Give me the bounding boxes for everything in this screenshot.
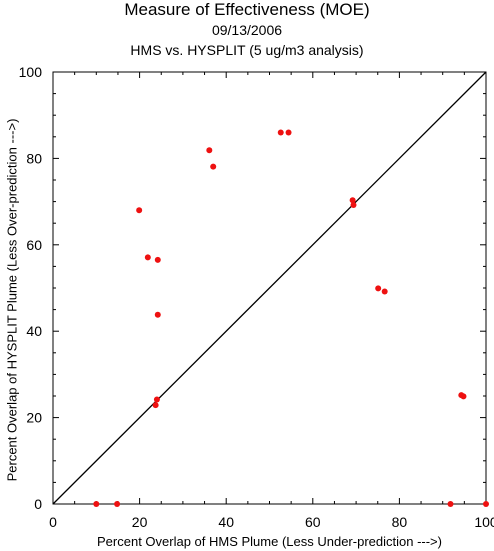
data-point [154, 311, 161, 318]
y-tick-label: 20 [26, 410, 42, 426]
x-tick-label: 80 [392, 514, 408, 530]
chart-title: Measure of Effectiveness (MOE) [124, 0, 370, 19]
x-tick-label: 0 [49, 514, 57, 530]
data-point [349, 197, 356, 204]
chart-date: 09/13/2006 [211, 22, 283, 38]
axis-ticks: 0 20 40 60 80 100 0 20 40 60 80 100 [19, 64, 494, 530]
data-point [114, 501, 121, 507]
data-point [483, 501, 489, 507]
y-tick-label: 40 [26, 323, 42, 339]
data-point [154, 256, 161, 263]
data-point [152, 402, 159, 409]
data-point [153, 396, 160, 403]
data-point [210, 163, 217, 170]
y-tick-label: 60 [26, 237, 42, 253]
data-points [93, 129, 489, 507]
x-tick-label: 60 [305, 514, 321, 530]
y-tick-label: 0 [34, 496, 42, 512]
chart-subtitle: HMS vs. HYSPLIT (5 ug/m3 analysis) [130, 42, 364, 58]
x-tick-label: 40 [218, 514, 234, 530]
x-tick-label: 100 [474, 514, 494, 530]
data-point [447, 501, 454, 507]
y-tick-label: 100 [19, 64, 43, 80]
data-point [285, 129, 292, 136]
data-point [460, 393, 467, 400]
data-point [381, 288, 388, 295]
data-point [93, 501, 100, 507]
data-point [144, 254, 151, 261]
y-axis-label: Percent Overlap of HYSPLIT Plume (Less O… [5, 119, 20, 482]
data-point [136, 207, 143, 214]
data-point [277, 129, 284, 136]
one-to-one-reference-line [52, 71, 487, 505]
x-axis-label: Percent Overlap of HMS Plume (Less Under… [97, 534, 442, 549]
data-point [206, 147, 213, 154]
x-tick-label: 20 [132, 514, 148, 530]
y-tick-label: 80 [26, 150, 42, 166]
plot-frame [52, 71, 487, 505]
data-point [375, 285, 382, 292]
data-point [350, 202, 357, 209]
